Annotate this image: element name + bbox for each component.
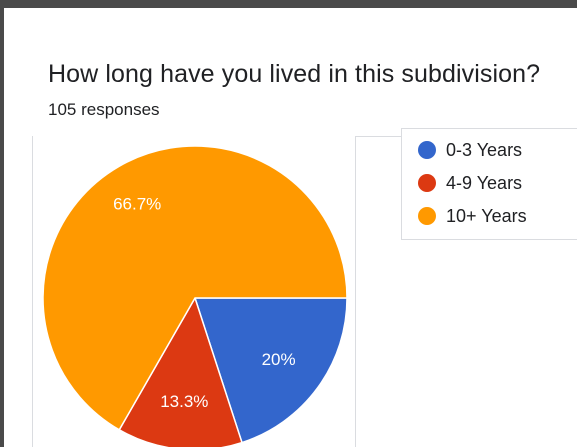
legend-swatch bbox=[418, 174, 436, 192]
slice-label: 13.3% bbox=[160, 392, 208, 411]
chart-legend: 0-3 Years 4-9 Years 10+ Years bbox=[401, 128, 577, 240]
legend-swatch bbox=[418, 141, 436, 159]
pie-slice-0-3-years bbox=[193, 297, 348, 444]
chart-title: How long have you lived in this subdivis… bbox=[48, 60, 541, 88]
pie-chart: 20% 13.3% 66.7% bbox=[42, 145, 348, 447]
plot-area bbox=[32, 136, 356, 447]
legend-label: 4-9 Years bbox=[446, 172, 523, 193]
slice-label: 66.7% bbox=[113, 194, 161, 213]
legend-item: 10+ Years bbox=[418, 205, 527, 227]
legend-label: 0-3 Years bbox=[446, 139, 523, 160]
legend-item: 4-9 Years bbox=[418, 172, 522, 194]
pie-slice-10-years bbox=[42, 145, 348, 431]
legend-label: 10+ Years bbox=[446, 205, 527, 226]
pie-slice-4-9-years bbox=[118, 296, 243, 447]
legend-swatch bbox=[418, 207, 436, 225]
legend-item: 0-3 Years bbox=[418, 139, 522, 161]
response-count: 105 responses bbox=[48, 100, 160, 119]
slice-label: 20% bbox=[262, 350, 296, 369]
